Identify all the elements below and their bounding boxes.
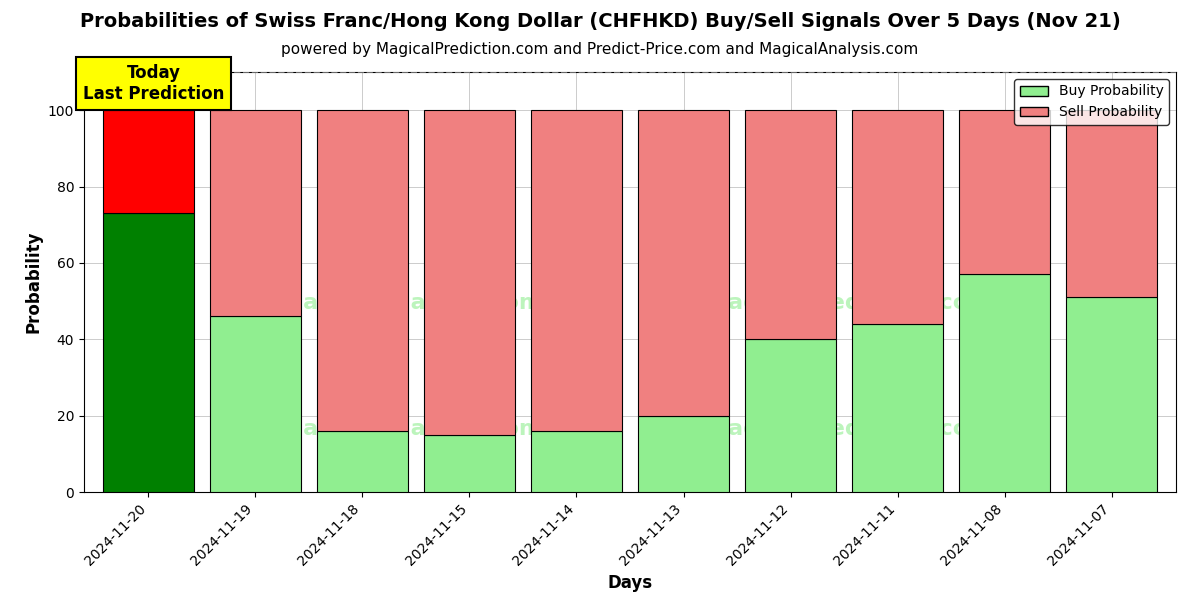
Legend: Buy Probability, Sell Probability: Buy Probability, Sell Probability: [1014, 79, 1169, 125]
Bar: [638, 416, 730, 492]
Bar: [745, 339, 836, 492]
Bar: [530, 110, 622, 431]
Bar: [103, 213, 193, 492]
Text: powered by MagicalPrediction.com and Predict-Price.com and MagicalAnalysis.com: powered by MagicalPrediction.com and Pre…: [281, 42, 919, 57]
Bar: [103, 110, 193, 213]
Bar: [638, 110, 730, 416]
Bar: [317, 431, 408, 492]
Text: MagicalPrediction.com: MagicalPrediction.com: [706, 419, 991, 439]
Text: Today
Last Prediction: Today Last Prediction: [83, 64, 224, 103]
X-axis label: Days: Days: [607, 574, 653, 592]
Bar: [424, 110, 515, 435]
Bar: [317, 110, 408, 431]
Bar: [210, 110, 301, 316]
Text: Probabilities of Swiss Franc/Hong Kong Dollar (CHFHKD) Buy/Sell Signals Over 5 D: Probabilities of Swiss Franc/Hong Kong D…: [79, 12, 1121, 31]
Text: MagicalAnalysis.com: MagicalAnalysis.com: [281, 419, 542, 439]
Bar: [210, 316, 301, 492]
Bar: [1067, 110, 1157, 297]
Y-axis label: Probability: Probability: [24, 231, 42, 333]
Bar: [852, 110, 943, 324]
Text: MagicalPrediction.com: MagicalPrediction.com: [706, 293, 991, 313]
Text: MagicalAnalysis.com: MagicalAnalysis.com: [281, 293, 542, 313]
Bar: [745, 110, 836, 339]
Bar: [530, 431, 622, 492]
Bar: [424, 435, 515, 492]
Bar: [959, 274, 1050, 492]
Bar: [1067, 297, 1157, 492]
Bar: [959, 110, 1050, 274]
Bar: [852, 324, 943, 492]
